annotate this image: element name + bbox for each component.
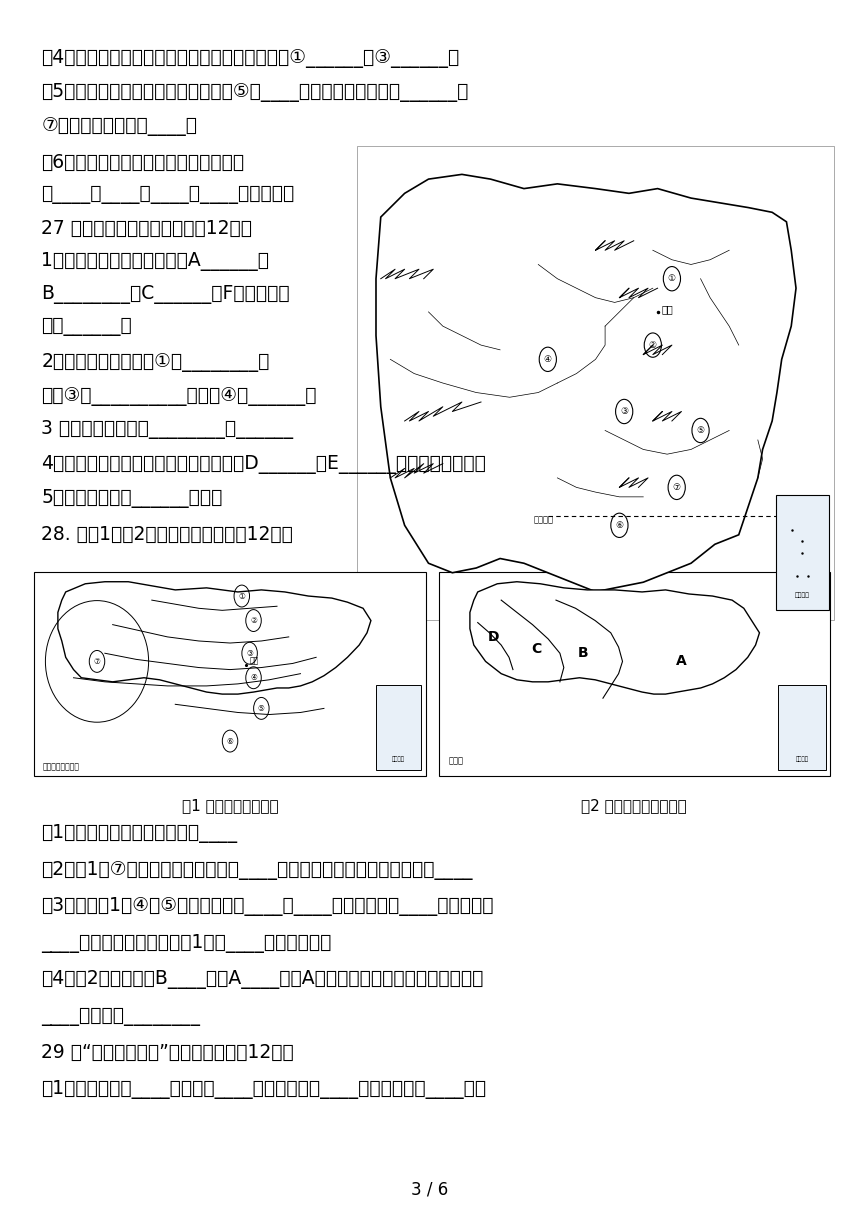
Text: ②: ②: [250, 617, 257, 625]
Text: 1、写出字母代表的山脉名：A______；: 1、写出字母代表的山脉名：A______；: [41, 252, 269, 271]
Text: 2、图中地形区：高原①是________；: 2、图中地形区：高原①是________；: [41, 353, 270, 372]
Text: 南海诸岛: 南海诸岛: [796, 756, 808, 762]
Text: 为____、____、____、____（填简称）: 为____、____、____、____（填简称）: [41, 185, 294, 204]
Text: ⑥: ⑥: [616, 520, 624, 530]
Text: （1）我国干湿地区划分是根据____: （1）我国干湿地区划分是根据____: [41, 824, 237, 844]
Text: ③: ③: [620, 407, 629, 416]
Bar: [439, 572, 830, 776]
Text: C: C: [531, 642, 542, 657]
Text: （4）图2干湿地区中B____区；A____区；A地区位于我国季风区降水主要集中: （4）图2干湿地区中B____区；A____区；A地区位于我国季风区降水主要集中: [41, 970, 483, 990]
Text: ____季，原因________: ____季，原因________: [41, 1007, 200, 1026]
Text: A: A: [676, 654, 686, 669]
Text: ①: ①: [668, 274, 676, 283]
Text: 4、我国地势第二、第三阶梯的分界线为D______、E______、巫山和雪峰山。: 4、我国地势第二、第三阶梯的分界线为D______、E______、巫山和雪峰山…: [41, 455, 486, 474]
Text: 3 我国地势的总特征________、______: 3 我国地势的总特征________、______: [41, 420, 293, 439]
Text: ③: ③: [246, 648, 253, 658]
Text: （3）写出图1中④和⑤所属的温度带____、____分界线大体是____（山脉）和: （3）写出图1中④和⑤所属的温度带____、____分界线大体是____（山脉）…: [41, 897, 494, 917]
Text: 北京: 北京: [662, 304, 673, 314]
Text: 北京: 北京: [249, 657, 258, 665]
Text: 图1 中国温度带的划剖: 图1 中国温度带的划剖: [181, 798, 279, 812]
Text: 盆地③是__________；平原④是______；: 盆地③是__________；平原④是______；: [41, 387, 316, 406]
Text: 南海诸岛: 南海诸岛: [392, 756, 405, 762]
Text: （2）图1中⑦所在地区的气候类型是____气候，影响该气候的主要因素是____: （2）图1中⑦所在地区的气候类型是____气候，影响该气候的主要因素是____: [41, 861, 473, 880]
Text: ①: ①: [238, 591, 245, 601]
Text: 为。______；: 为。______；: [41, 317, 132, 337]
Text: ②: ②: [648, 340, 657, 350]
Bar: [776, 495, 829, 610]
Text: ⑦: ⑦: [673, 483, 681, 492]
Text: 南海诸岛: 南海诸岛: [795, 592, 810, 598]
Text: （6）北回归线自西向东依次穿过的省区: （6）北回归线自西向东依次穿过的省区: [41, 153, 244, 173]
Text: B: B: [578, 646, 589, 660]
Polygon shape: [58, 581, 371, 694]
Text: 27 读中国地形略图完成各题（12分）: 27 读中国地形略图完成各题（12分）: [41, 219, 252, 238]
Bar: [376, 685, 421, 770]
Text: 太
平
洋: 太 平 洋: [791, 689, 796, 719]
Text: ④: ④: [250, 674, 257, 682]
Text: 29 读“长江水系略图”，回答问题。（12分）: 29 读“长江水系略图”，回答问题。（12分）: [41, 1043, 294, 1063]
Text: 5、世界屋脊是指______高原。: 5、世界屋脊是指______高原。: [41, 489, 223, 508]
Text: 北回归线: 北回归线: [533, 514, 554, 524]
Bar: [778, 685, 826, 770]
Text: ⑥: ⑥: [227, 737, 233, 745]
Bar: [34, 572, 426, 776]
Text: ____（河流）一线；和我国1月的____等温线一致；: ____（河流）一线；和我国1月的____等温线一致；: [41, 934, 332, 953]
Text: 印度洋: 印度洋: [449, 756, 464, 766]
Text: 我国温度带划分图: 我国温度带划分图: [43, 762, 80, 772]
Text: B________；C______；F山脉的走向: B________；C______；F山脉的走向: [41, 285, 290, 304]
Text: ⑤: ⑤: [258, 704, 265, 713]
Text: 3 / 6: 3 / 6: [411, 1181, 449, 1198]
Bar: [357, 146, 834, 620]
Text: ⑦: ⑦: [94, 657, 101, 666]
Text: ⑦省区的行政中心是____。: ⑦省区的行政中心是____。: [41, 117, 197, 136]
Text: （4）图中数字代表的陆上邻国及隔海相望的国家①______；③______。: （4）图中数字代表的陆上邻国及隔海相望的国家①______；③______。: [41, 49, 459, 68]
Text: ⑤: ⑤: [697, 426, 704, 435]
Text: ④: ④: [544, 355, 552, 364]
Polygon shape: [376, 174, 796, 592]
Text: （1）长江发源于____高原上的____山，源头位于____省，最后注入____海。: （1）长江发源于____高原上的____山，源头位于____省，最后注入____…: [41, 1080, 487, 1099]
Text: 图2 中国干湿地区的划分: 图2 中国干湿地区的划分: [581, 798, 687, 812]
Polygon shape: [470, 581, 759, 694]
Text: D: D: [488, 630, 499, 644]
Text: （5）写出图中数码所代表的省区名称⑤是____，该省的行政中心是______。: （5）写出图中数码所代表的省区名称⑤是____，该省的行政中心是______。: [41, 83, 469, 102]
Text: 28. 读图1和图2，回答下列问题。（12分）: 28. 读图1和图2，回答下列问题。（12分）: [41, 525, 293, 545]
